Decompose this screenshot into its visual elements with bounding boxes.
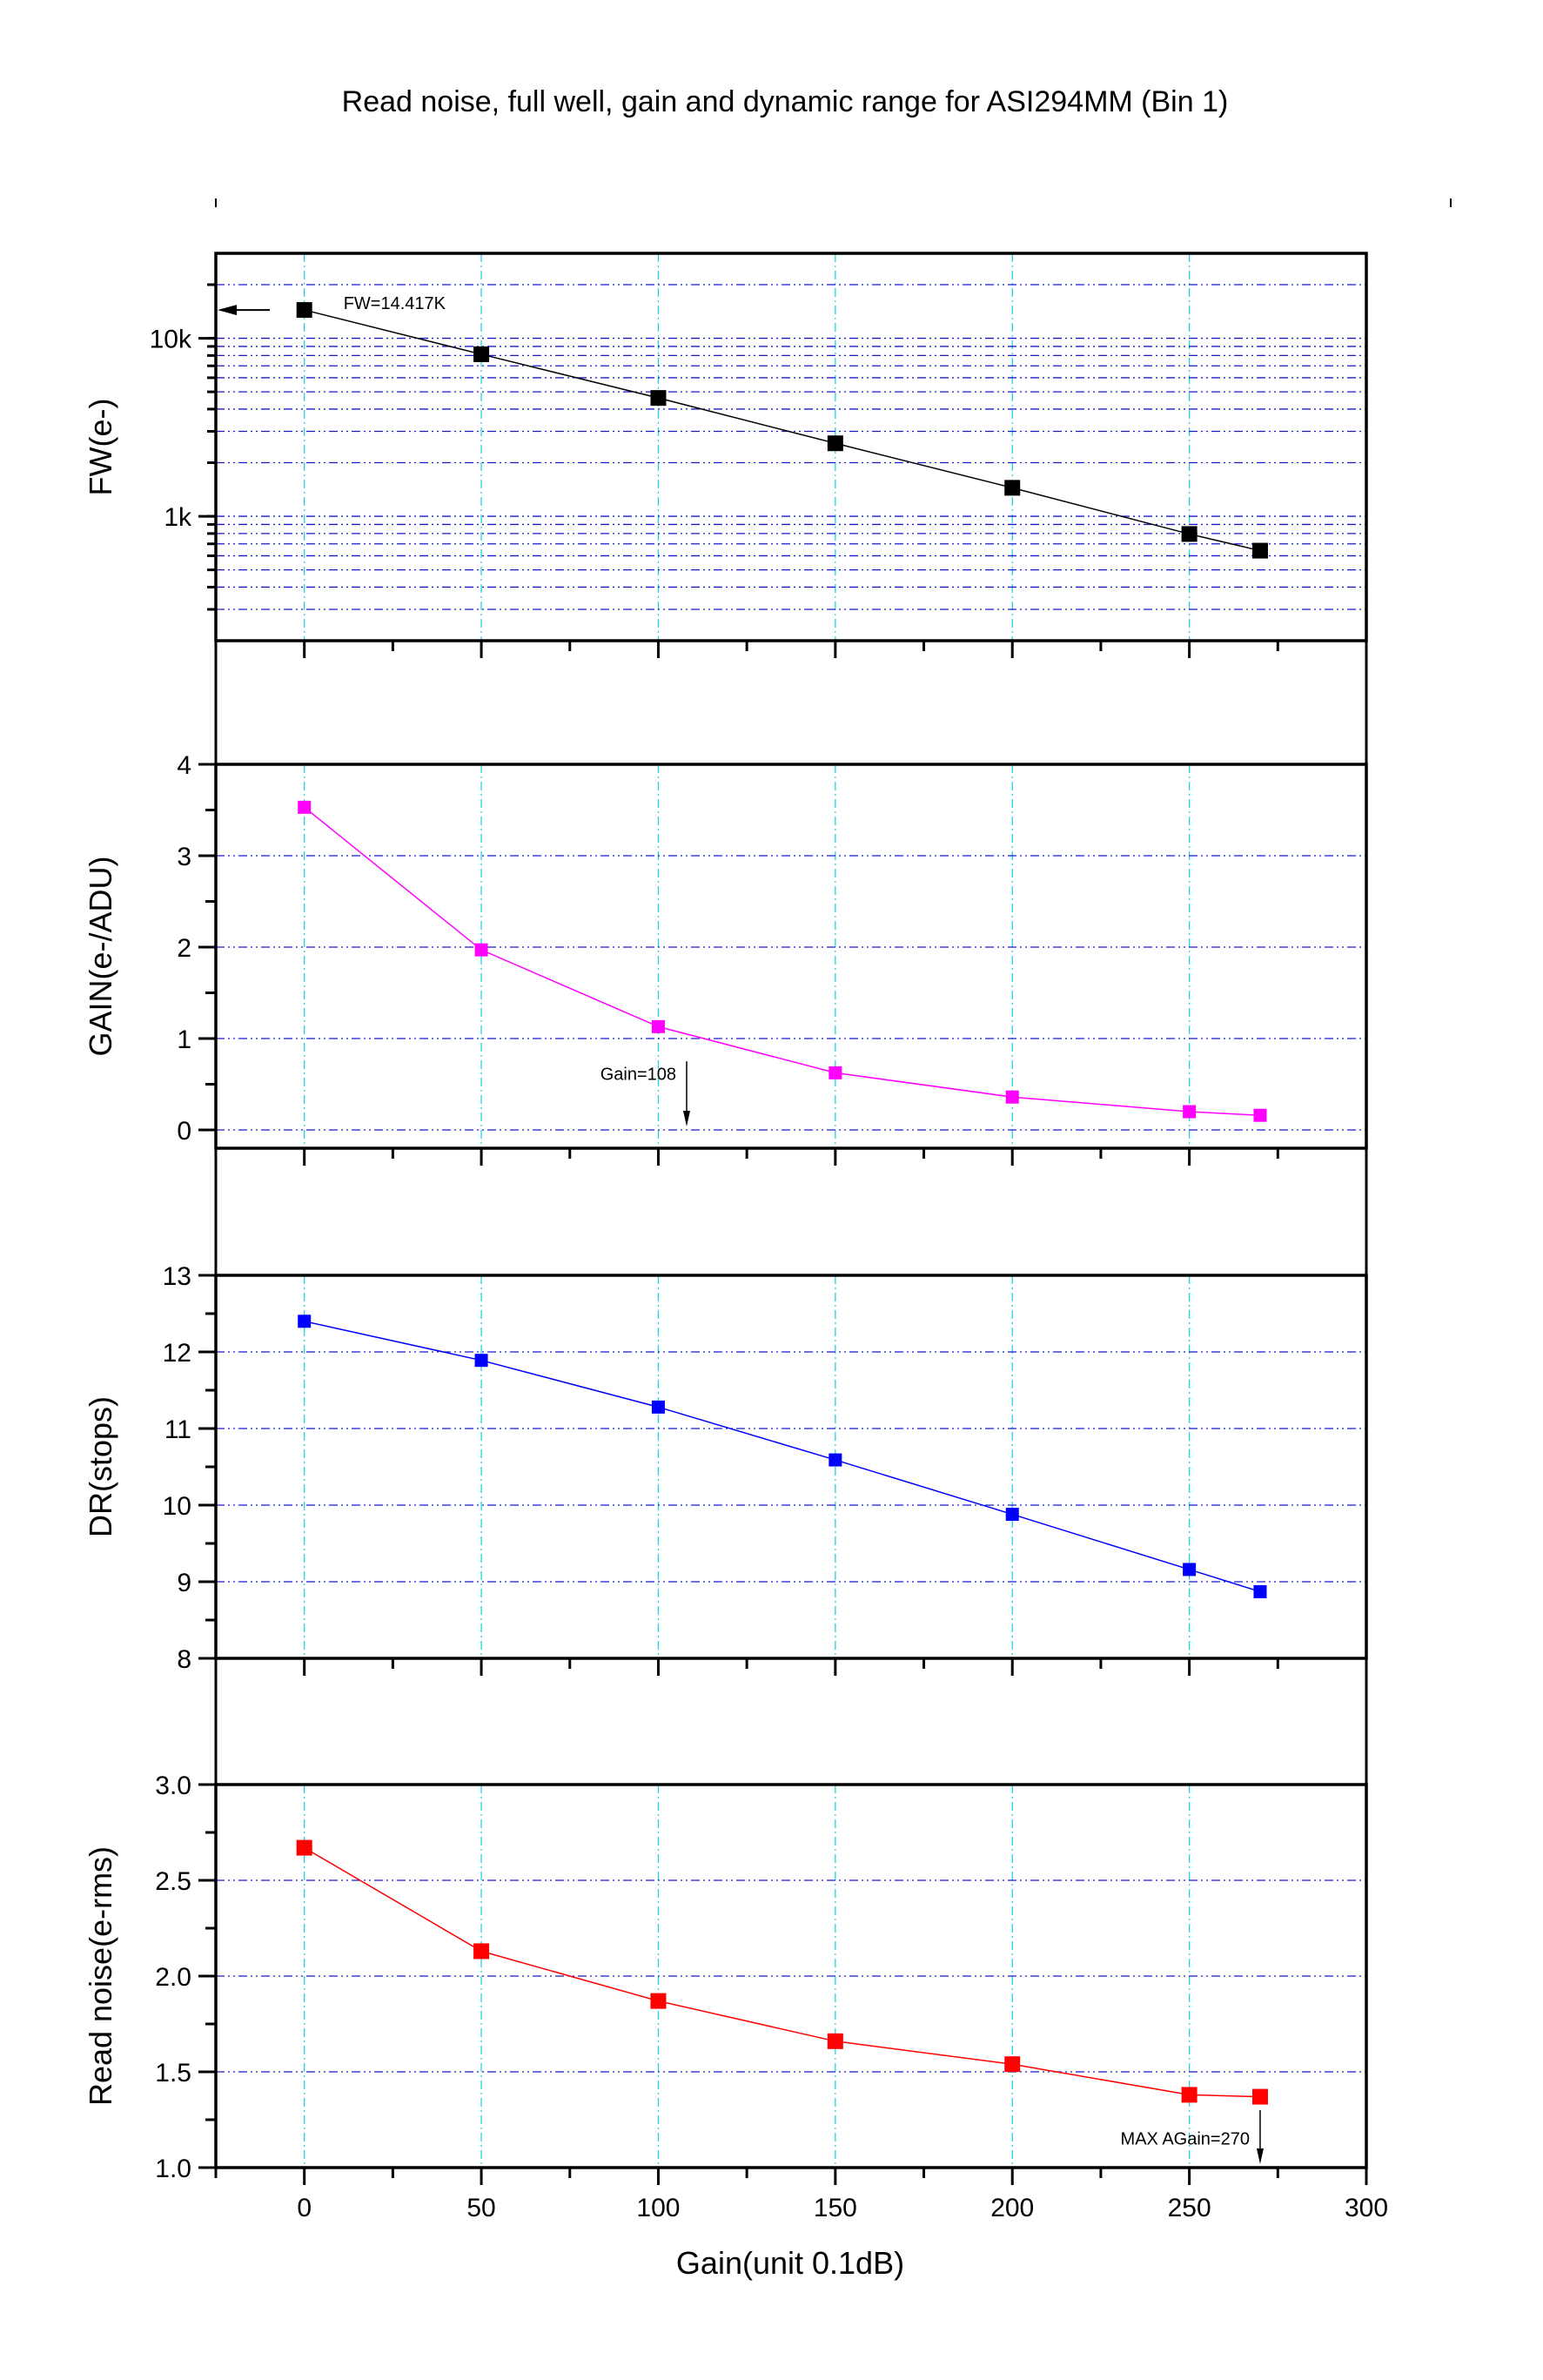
data-point xyxy=(1183,1105,1197,1119)
annotation-label: MAX AGain=270 xyxy=(1121,2130,1250,2149)
data-point xyxy=(829,1066,842,1079)
y-tick-label: 10k xyxy=(150,326,192,354)
chart-title: Read noise, full well, gain and dynamic … xyxy=(342,85,1229,118)
data-point xyxy=(1004,2056,1021,2073)
x-tick-label: 150 xyxy=(814,2194,857,2222)
y-tick-label: 3 xyxy=(177,843,191,871)
data-point xyxy=(1253,1108,1267,1122)
annotation-label: FW=14.417K xyxy=(344,294,446,313)
arrow-down-icon xyxy=(683,1111,691,1126)
y-tick-label: 2.0 xyxy=(155,1963,191,1992)
panel-gain: 0 1 2 3 4 GAIN(e-/ADU) Gain=108 xyxy=(83,751,1368,1166)
y-tick-label: 2 xyxy=(177,934,191,963)
x-tick-label: 250 xyxy=(1168,2194,1211,2222)
y-axis-title-fw: FW(e-) xyxy=(83,399,118,496)
data-point xyxy=(1005,1508,1019,1522)
series-line-rn xyxy=(304,1846,1260,2098)
data-point xyxy=(298,800,312,814)
y-tick-label: 1k xyxy=(164,503,192,532)
data-point xyxy=(827,2033,843,2049)
y-axis-title-gain: GAIN(e-/ADU) xyxy=(83,856,118,1056)
arrow-left-icon xyxy=(218,305,237,316)
y-tick-label: 0 xyxy=(177,1117,191,1146)
y-tick-label: 10 xyxy=(163,1492,191,1521)
x-tick-label: 300 xyxy=(1345,2194,1388,2222)
y-tick-label: 8 xyxy=(177,1645,191,1674)
plot-frame xyxy=(214,1274,1368,1660)
data-point xyxy=(1004,480,1021,496)
data-point xyxy=(1251,2088,1268,2105)
annotation-label: Gain=108 xyxy=(600,1065,676,1084)
data-point xyxy=(1181,2087,1198,2103)
x-tick-label: 100 xyxy=(636,2194,680,2222)
series-line-gain xyxy=(304,806,1261,1116)
y-tick-label: 1.5 xyxy=(155,2059,191,2088)
arrow-down-icon xyxy=(1256,2148,1264,2164)
plots-group: 1k10kFW(e-)FW=14.417K01234GAIN(e-/ADU)Ga… xyxy=(83,198,1452,2222)
x-tick-label: 0 xyxy=(297,2194,312,2222)
data-point xyxy=(1005,1090,1019,1104)
x-tick-label: 200 xyxy=(990,2194,1034,2222)
data-point xyxy=(474,1354,488,1368)
data-point xyxy=(650,1993,667,2009)
data-point xyxy=(827,435,843,452)
data-point xyxy=(651,1019,665,1033)
y-tick-label: 1.0 xyxy=(155,2155,191,2183)
data-point xyxy=(473,346,490,362)
y-tick-label: 11 xyxy=(164,1415,191,1444)
y-tick-label: 13 xyxy=(163,1262,191,1291)
data-point xyxy=(650,390,667,407)
y-tick-label: 12 xyxy=(163,1339,191,1368)
panel-fw: 1k 10k FW(e-) FW=14.417K xyxy=(83,252,1368,658)
panel-dr: 8 9 10 11 12 13 DR(stops) xyxy=(83,1262,1368,1676)
y-axis-title-dr: DR(stops) xyxy=(83,1396,118,1537)
data-point xyxy=(296,302,312,319)
y-tick-label: 9 xyxy=(177,1569,191,1597)
y-tick-label: 4 xyxy=(177,751,191,780)
y-tick-label: 2.5 xyxy=(155,1867,191,1896)
y-axis-title-rn: Read noise(e-rms) xyxy=(83,1846,118,2106)
data-point xyxy=(474,943,488,957)
data-point xyxy=(1181,526,1198,542)
data-point xyxy=(1253,1584,1267,1598)
data-point xyxy=(1183,1563,1197,1577)
data-point xyxy=(473,1943,490,1960)
y-tick-label: 3.0 xyxy=(155,1772,191,1800)
data-point xyxy=(829,1453,842,1467)
data-point xyxy=(298,1314,312,1328)
data-point xyxy=(651,1400,665,1414)
x-axis-title: Gain(unit 0.1dB) xyxy=(676,2245,904,2281)
plot-frame xyxy=(214,252,1368,642)
plot-frame xyxy=(214,763,1368,1150)
series-line-dr xyxy=(304,1321,1261,1593)
data-point xyxy=(1251,542,1268,559)
data-point xyxy=(296,1839,312,1856)
x-tick-label: 50 xyxy=(466,2194,495,2222)
plot-frame xyxy=(214,1783,1368,2169)
panel-rn: 1.0 1.5 2.0 2.5 3.0 Read noise(e-rms) MAX AGai… xyxy=(83,1772,1368,2185)
y-tick-label: 1 xyxy=(177,1025,191,1054)
